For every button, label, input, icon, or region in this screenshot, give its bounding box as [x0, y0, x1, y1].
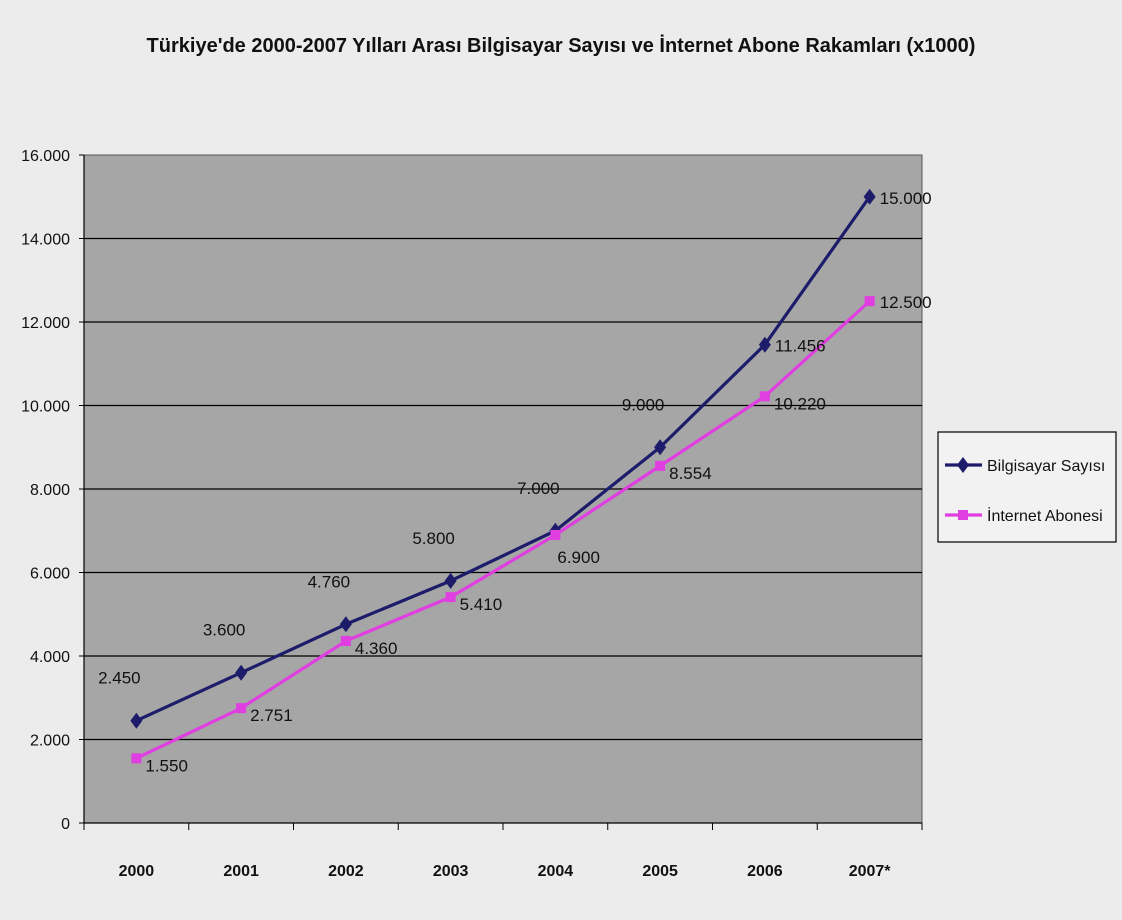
data-label: 4.360 — [355, 639, 398, 658]
legend-label: İnternet Abonesi — [987, 506, 1103, 525]
data-point — [863, 188, 876, 205]
data-point — [131, 753, 142, 764]
y-tick-label: 2.000 — [30, 733, 70, 750]
y-tick-label: 6.000 — [30, 566, 70, 583]
data-point — [758, 336, 771, 353]
axes: 0 2.000 4.000 6.000 8.000 10.000 12.000 14.000 1… — [21, 148, 923, 880]
legend-label: Bilgisayar Sayısı — [987, 458, 1105, 475]
data-label: 4.760 — [308, 572, 351, 591]
y-tick-label: 8.000 — [30, 482, 70, 499]
series-line — [135, 195, 871, 723]
data-label: 7.000 — [517, 479, 560, 498]
data-label: 2.751 — [250, 706, 293, 725]
data-label: 1.550 — [145, 756, 188, 775]
data-point — [236, 703, 247, 714]
data-point — [655, 460, 666, 471]
data-label: 6.900 — [557, 548, 600, 567]
series-group — [130, 188, 876, 764]
x-tick-label: 2001 — [223, 863, 259, 880]
data-point — [445, 592, 456, 603]
data-point — [339, 616, 352, 633]
y-tick-label: 12.000 — [21, 315, 70, 332]
legend-marker — [957, 457, 969, 473]
data-label: 15.000 — [880, 189, 932, 208]
y-tick-label: 4.000 — [30, 649, 70, 666]
data-point — [235, 664, 248, 681]
data-point — [864, 296, 875, 307]
data-label: 3.600 — [203, 621, 246, 640]
data-label: 12.500 — [880, 293, 932, 312]
x-tick-label: 2004 — [538, 863, 574, 880]
y-tick-label: 10.000 — [21, 399, 70, 416]
data-point — [654, 439, 667, 456]
x-tick-label: 2005 — [642, 863, 678, 880]
data-label: 2.450 — [98, 669, 141, 688]
data-labels: 2.450 3.600 4.760 5.800 7.000 9.000 11.456 15.0… — [98, 189, 932, 776]
x-tick-label: 2000 — [119, 863, 155, 880]
data-point — [444, 572, 457, 589]
data-label: 8.554 — [669, 464, 712, 483]
y-tick-label: 16.000 — [21, 148, 70, 165]
data-label: 5.410 — [460, 595, 503, 614]
data-point — [550, 529, 561, 540]
y-tick-label: 14.000 — [21, 232, 70, 249]
x-tick-label: 2007* — [849, 863, 892, 880]
data-point — [759, 391, 770, 402]
x-tick-label: 2002 — [328, 863, 364, 880]
data-label: 10.220 — [774, 394, 826, 413]
chart-title: Türkiye'de 2000-2007 Yılları Arası Bilgi… — [147, 34, 976, 57]
legend-marker — [958, 510, 968, 520]
x-tick-label: 2006 — [747, 863, 783, 880]
data-point — [130, 712, 143, 729]
data-label: 11.456 — [775, 337, 826, 356]
series-line — [135, 299, 871, 760]
x-tick-label: 2003 — [433, 863, 469, 880]
y-tick-label: 0 — [61, 816, 70, 833]
data-label: 9.000 — [622, 395, 665, 414]
data-label: 5.800 — [412, 529, 455, 548]
legend: Bilgisayar Sayısı İnternet Abonesi — [937, 431, 1117, 543]
data-point — [340, 635, 351, 646]
legend-box — [937, 431, 1117, 543]
